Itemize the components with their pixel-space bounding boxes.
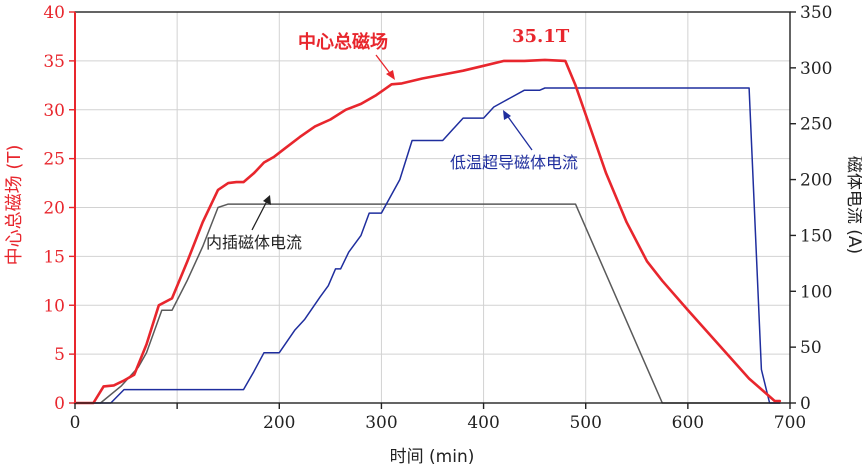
series-line-insert-current xyxy=(74,203,781,404)
y-left-tick-label: 35 xyxy=(43,52,65,72)
y-right-tick-label: 350 xyxy=(800,3,832,23)
annotation-layer: 中心总磁场 35.1T 低温超导磁体电流 内插磁体电流 xyxy=(206,26,578,252)
y-right-tick-label: 200 xyxy=(800,171,832,191)
x-tick-label: 400 xyxy=(467,413,499,433)
insert-current-label: 内插磁体电流 xyxy=(206,233,302,252)
x-tick-label: 0 xyxy=(70,413,81,433)
lts-current-label: 低温超导磁体电流 xyxy=(450,153,578,172)
y-left-tick-label: 30 xyxy=(43,101,65,121)
insert-label-arrow xyxy=(251,195,271,231)
y-left-axis-title: 中心总磁场 (T) xyxy=(4,145,25,266)
y-left-tick-label: 20 xyxy=(43,199,65,219)
y-left-tick-label: 25 xyxy=(43,150,65,170)
x-tick-label: 200 xyxy=(263,413,295,433)
y-left-tick-label: 40 xyxy=(43,3,65,23)
field-label-arrow xyxy=(375,54,395,80)
x-tick-label: 700 xyxy=(774,413,806,433)
y-right-axis-title: 磁体电流 (A) xyxy=(844,156,862,254)
field-series-label: 中心总磁场 xyxy=(298,31,388,53)
x-tick-label: 600 xyxy=(672,413,704,433)
x-tick-label: 500 xyxy=(569,413,601,433)
y-right-tick-label: 0 xyxy=(800,394,811,414)
series-line-central-field xyxy=(73,58,782,405)
y-right-tick-label: 250 xyxy=(800,115,832,135)
y-left-tick-label: 10 xyxy=(43,296,65,316)
y-left-tick-label: 5 xyxy=(54,345,65,365)
y-left-tick-label: 15 xyxy=(43,247,65,267)
y-right-tick-label: 100 xyxy=(800,282,832,302)
x-tick-label: 300 xyxy=(365,413,397,433)
y-right-tick-label: 300 xyxy=(800,59,832,79)
y-left-tick-label: 0 xyxy=(54,394,65,414)
x-axis-title: 时间 (min) xyxy=(390,447,475,467)
y-right-tick-label: 50 xyxy=(800,338,822,358)
peak-value-label: 35.1T xyxy=(512,26,570,47)
grid-layer xyxy=(75,12,790,403)
series-layer xyxy=(73,58,782,405)
y-right-tick-label: 150 xyxy=(800,226,832,246)
lts-label-arrow xyxy=(503,110,533,151)
series-line-lts-current xyxy=(74,87,781,404)
